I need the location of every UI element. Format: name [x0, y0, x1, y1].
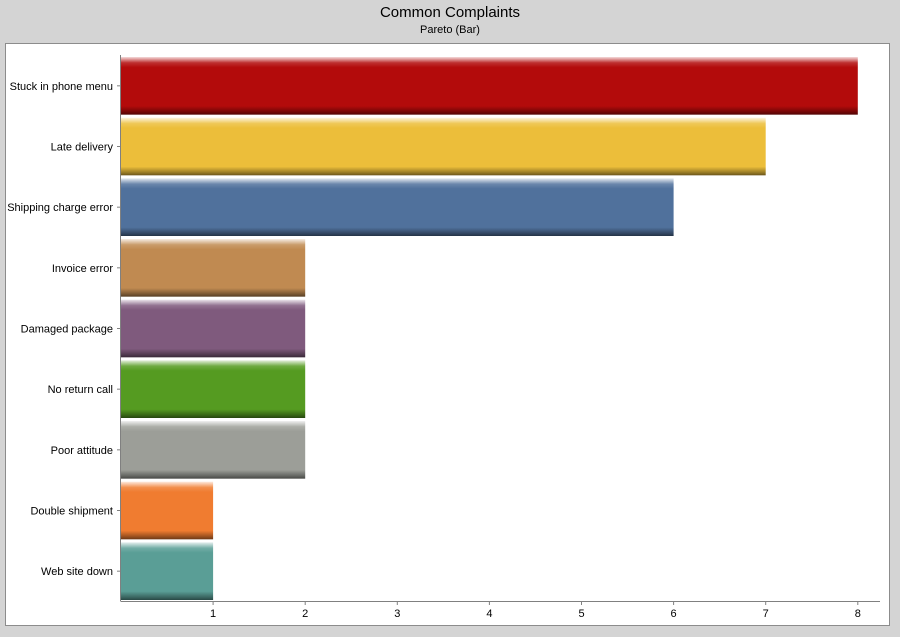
category-label-2: Late delivery [51, 142, 114, 154]
x-tick-label-6: 6 [671, 608, 677, 620]
bar-4 [121, 239, 306, 297]
bar-2 [121, 117, 766, 176]
category-label-3: Shipping charge error [7, 202, 113, 214]
category-label-7: Poor attitude [51, 445, 113, 457]
bar-3 [121, 178, 674, 236]
bar-5 [121, 299, 306, 358]
bar-9 [121, 542, 214, 600]
x-tick-label-8: 8 [855, 608, 861, 620]
category-label-1: Stuck in phone menu [10, 81, 113, 93]
x-tick-label-1: 1 [210, 608, 216, 620]
x-tick-label-5: 5 [578, 608, 584, 620]
x-tick-label-7: 7 [763, 608, 769, 620]
category-label-6: No return call [48, 384, 113, 396]
bar-6 [121, 360, 306, 418]
x-tick-label-3: 3 [394, 608, 400, 620]
chart-title: Common Complaints [379, 4, 521, 21]
bar-8 [121, 481, 214, 540]
bar-7 [121, 421, 306, 479]
chart-subtitle: Pareto (Bar) [420, 24, 480, 36]
x-tick-label-2: 2 [302, 608, 308, 620]
category-label-4: Invoice error [52, 263, 113, 275]
x-tick-label-4: 4 [486, 608, 492, 620]
category-label-9: Web site down [41, 566, 113, 578]
bar-1 [121, 57, 858, 115]
category-label-8: Double shipment [30, 506, 113, 518]
category-label-5: Damaged package [21, 324, 113, 336]
